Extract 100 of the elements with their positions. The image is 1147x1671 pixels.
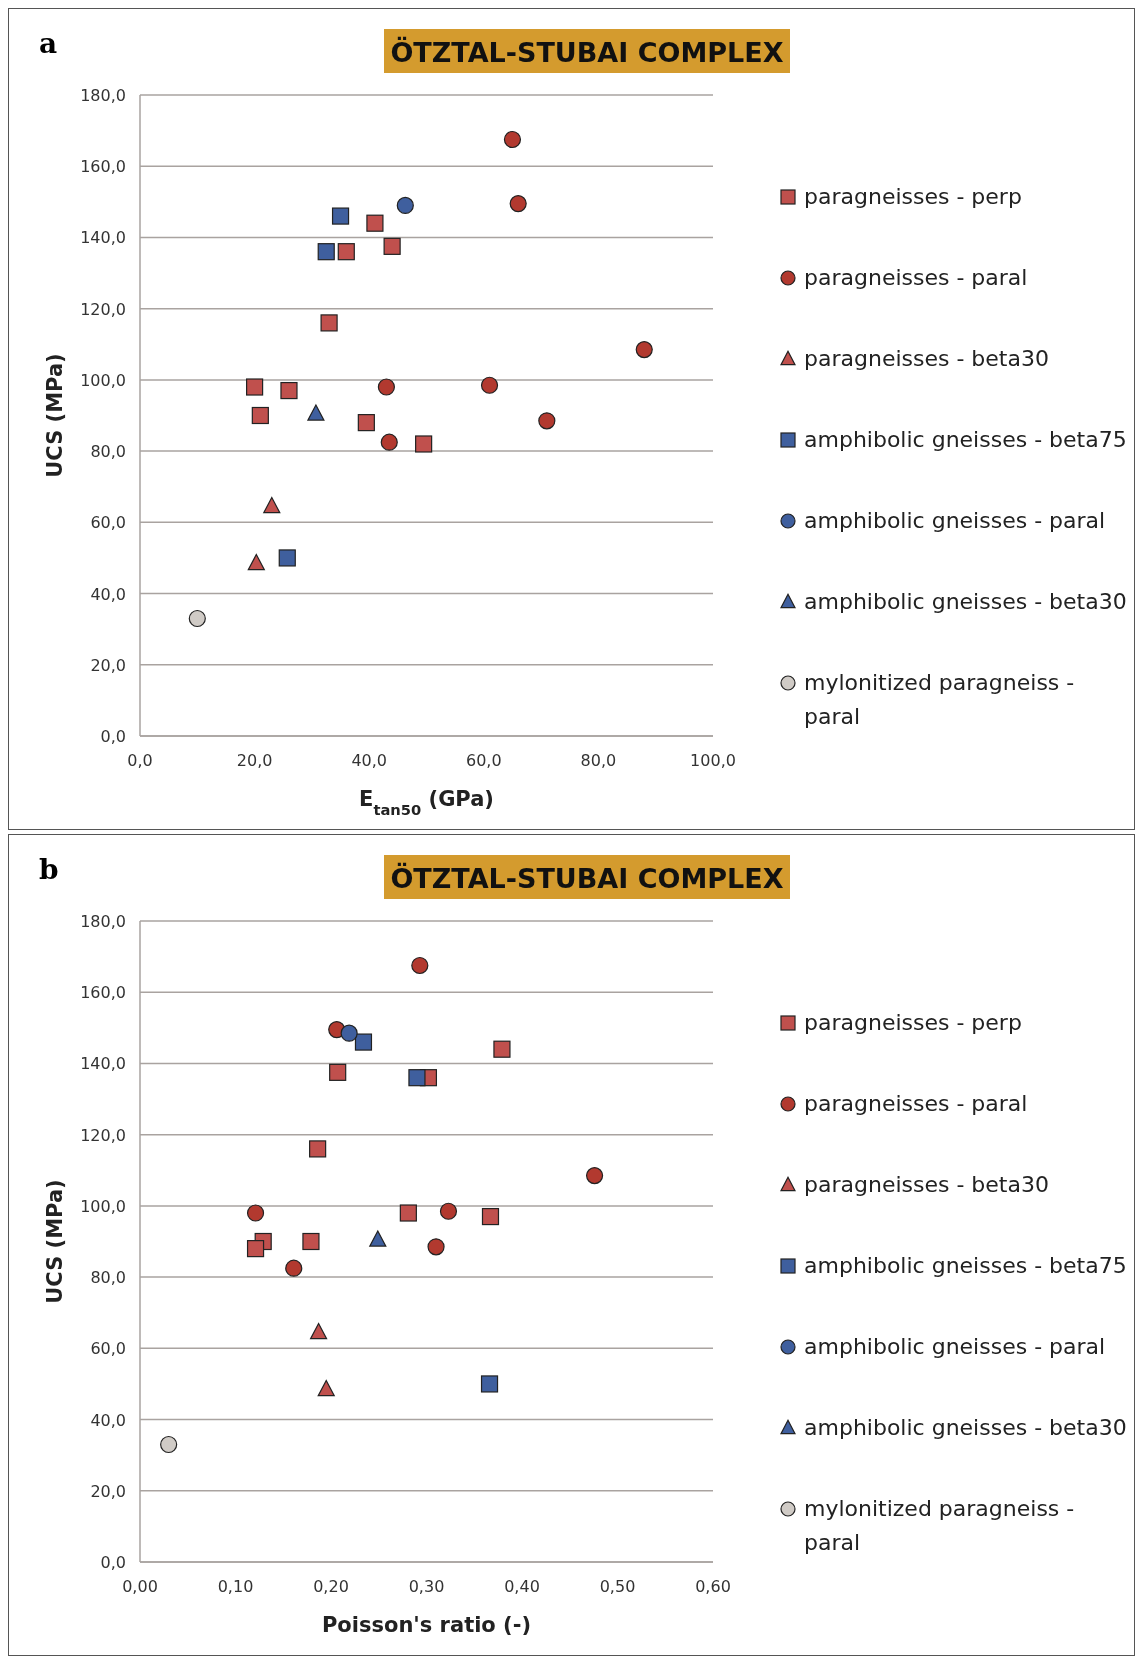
- y-tick-label: 140,0: [80, 1054, 126, 1074]
- point: [585, 1167, 604, 1185]
- y-tick-label: 20,0: [90, 1481, 126, 1501]
- point: [383, 237, 401, 255]
- point: [480, 1375, 499, 1393]
- point: [246, 378, 264, 396]
- x-tick-label: 0,00: [122, 1577, 158, 1596]
- y-tick-label: 80,0: [90, 442, 126, 462]
- point: [369, 1230, 387, 1247]
- point: [246, 1240, 265, 1258]
- legend-label: amphibolic gneisses - paral: [804, 508, 1106, 533]
- legend-label: mylonitized paragneiss - paral: [804, 1496, 1082, 1555]
- point: [509, 195, 527, 213]
- y-tick-label: 100,0: [80, 1196, 126, 1216]
- point: [635, 341, 653, 359]
- point: [247, 553, 265, 571]
- point: [354, 1033, 373, 1051]
- y-tick-label: 140,0: [80, 228, 126, 248]
- legend-label: mylonitized paragneiss - paral: [804, 670, 1082, 729]
- legend-label: amphibolic gneisses - beta30: [804, 1415, 1127, 1440]
- point: [481, 1207, 500, 1226]
- y-tick-label: 160,0: [80, 983, 126, 1003]
- x-tick-label: 80,0: [580, 751, 617, 770]
- point: [278, 549, 296, 567]
- x-tick-label: 40,0: [351, 751, 388, 770]
- point: [380, 433, 398, 451]
- point: [317, 1379, 335, 1397]
- legend-label: paragneisses - perp: [804, 1010, 1022, 1035]
- point: [377, 378, 395, 396]
- y-tick-label: 0,0: [100, 1553, 126, 1572]
- point: [263, 496, 281, 514]
- point: [480, 376, 499, 394]
- x-tick-label: 0,30: [408, 1577, 445, 1596]
- x-tick-label: 0,50: [599, 1577, 636, 1596]
- y-tick-label: 0,0: [100, 727, 126, 746]
- x-tick-label: 60,0: [465, 751, 502, 770]
- x-tick-label: 0,40: [504, 1577, 540, 1596]
- point: [285, 1259, 303, 1277]
- point: [503, 130, 522, 149]
- y-tick-label: 180,0: [80, 912, 126, 931]
- chart-title: ÖTZTAL-STUBAI COMPLEX: [390, 862, 784, 894]
- legend-label: paragneisses - beta30: [804, 1172, 1049, 1197]
- point: [307, 404, 325, 421]
- y-tick-label: 120,0: [80, 299, 126, 319]
- point: [317, 243, 335, 261]
- text: b: [39, 853, 59, 886]
- y-tick-label: 60,0: [90, 1339, 126, 1359]
- point: [331, 207, 350, 225]
- point: [538, 412, 556, 430]
- point: [399, 1204, 417, 1222]
- point: [396, 196, 414, 214]
- point: [415, 435, 433, 453]
- y-tick-label: 80,0: [90, 1268, 126, 1288]
- point: [246, 1204, 265, 1222]
- legend-label: amphibolic gneisses - beta75: [804, 427, 1127, 452]
- point: [340, 1024, 358, 1042]
- text: a: [39, 27, 58, 60]
- point: [320, 314, 338, 332]
- y-tick-label: 160,0: [80, 157, 126, 177]
- y-axis-title: UCS (MPa): [43, 1179, 67, 1304]
- point: [160, 1435, 178, 1454]
- legend-label: paragneisses - paral: [804, 1091, 1028, 1116]
- y-tick-label: 40,0: [90, 1410, 126, 1430]
- x-axis-title: Poisson's ratio (-): [321, 1613, 532, 1637]
- point: [329, 1063, 347, 1081]
- point: [357, 414, 375, 432]
- point: [280, 381, 298, 400]
- legend-label: amphibolic gneisses - paral: [804, 1334, 1106, 1359]
- point: [302, 1232, 320, 1251]
- point: [309, 1322, 328, 1340]
- point: [411, 956, 429, 975]
- legend-label: paragneisses - perp: [804, 184, 1022, 209]
- x-tick-label: 100,0: [690, 751, 736, 770]
- point: [337, 243, 355, 261]
- legend-label: paragneisses - beta30: [804, 346, 1049, 371]
- y-tick-label: 180,0: [80, 86, 126, 105]
- x-tick-label: 0,10: [217, 1577, 254, 1596]
- legend-label: paragneisses - paral: [804, 265, 1028, 290]
- chart-title: ÖTZTAL-STUBAI COMPLEX: [390, 36, 784, 68]
- x-tick-label: 20,0: [236, 751, 273, 770]
- point: [366, 214, 384, 232]
- x-axis-title: E$_{tan50}$ (GPa): [359, 787, 494, 818]
- y-tick-label: 40,0: [90, 584, 126, 604]
- point: [188, 609, 206, 628]
- legend-label: amphibolic gneisses - beta75: [804, 1253, 1127, 1278]
- x-tick-label: 0,0: [127, 751, 153, 770]
- x-tick-label: 0,60: [695, 1577, 731, 1596]
- y-tick-label: 20,0: [90, 655, 126, 675]
- legend-label: amphibolic gneisses - beta30: [804, 589, 1127, 614]
- y-tick-label: 100,0: [80, 370, 126, 390]
- point: [408, 1069, 426, 1087]
- point: [493, 1040, 511, 1058]
- point: [439, 1202, 458, 1220]
- point: [427, 1238, 445, 1256]
- x-tick-label: 0,20: [313, 1577, 349, 1596]
- y-axis-title: UCS (MPa): [43, 353, 67, 478]
- point: [309, 1140, 327, 1158]
- y-tick-label: 120,0: [80, 1125, 126, 1145]
- point: [251, 406, 269, 425]
- y-tick-label: 60,0: [90, 513, 126, 533]
